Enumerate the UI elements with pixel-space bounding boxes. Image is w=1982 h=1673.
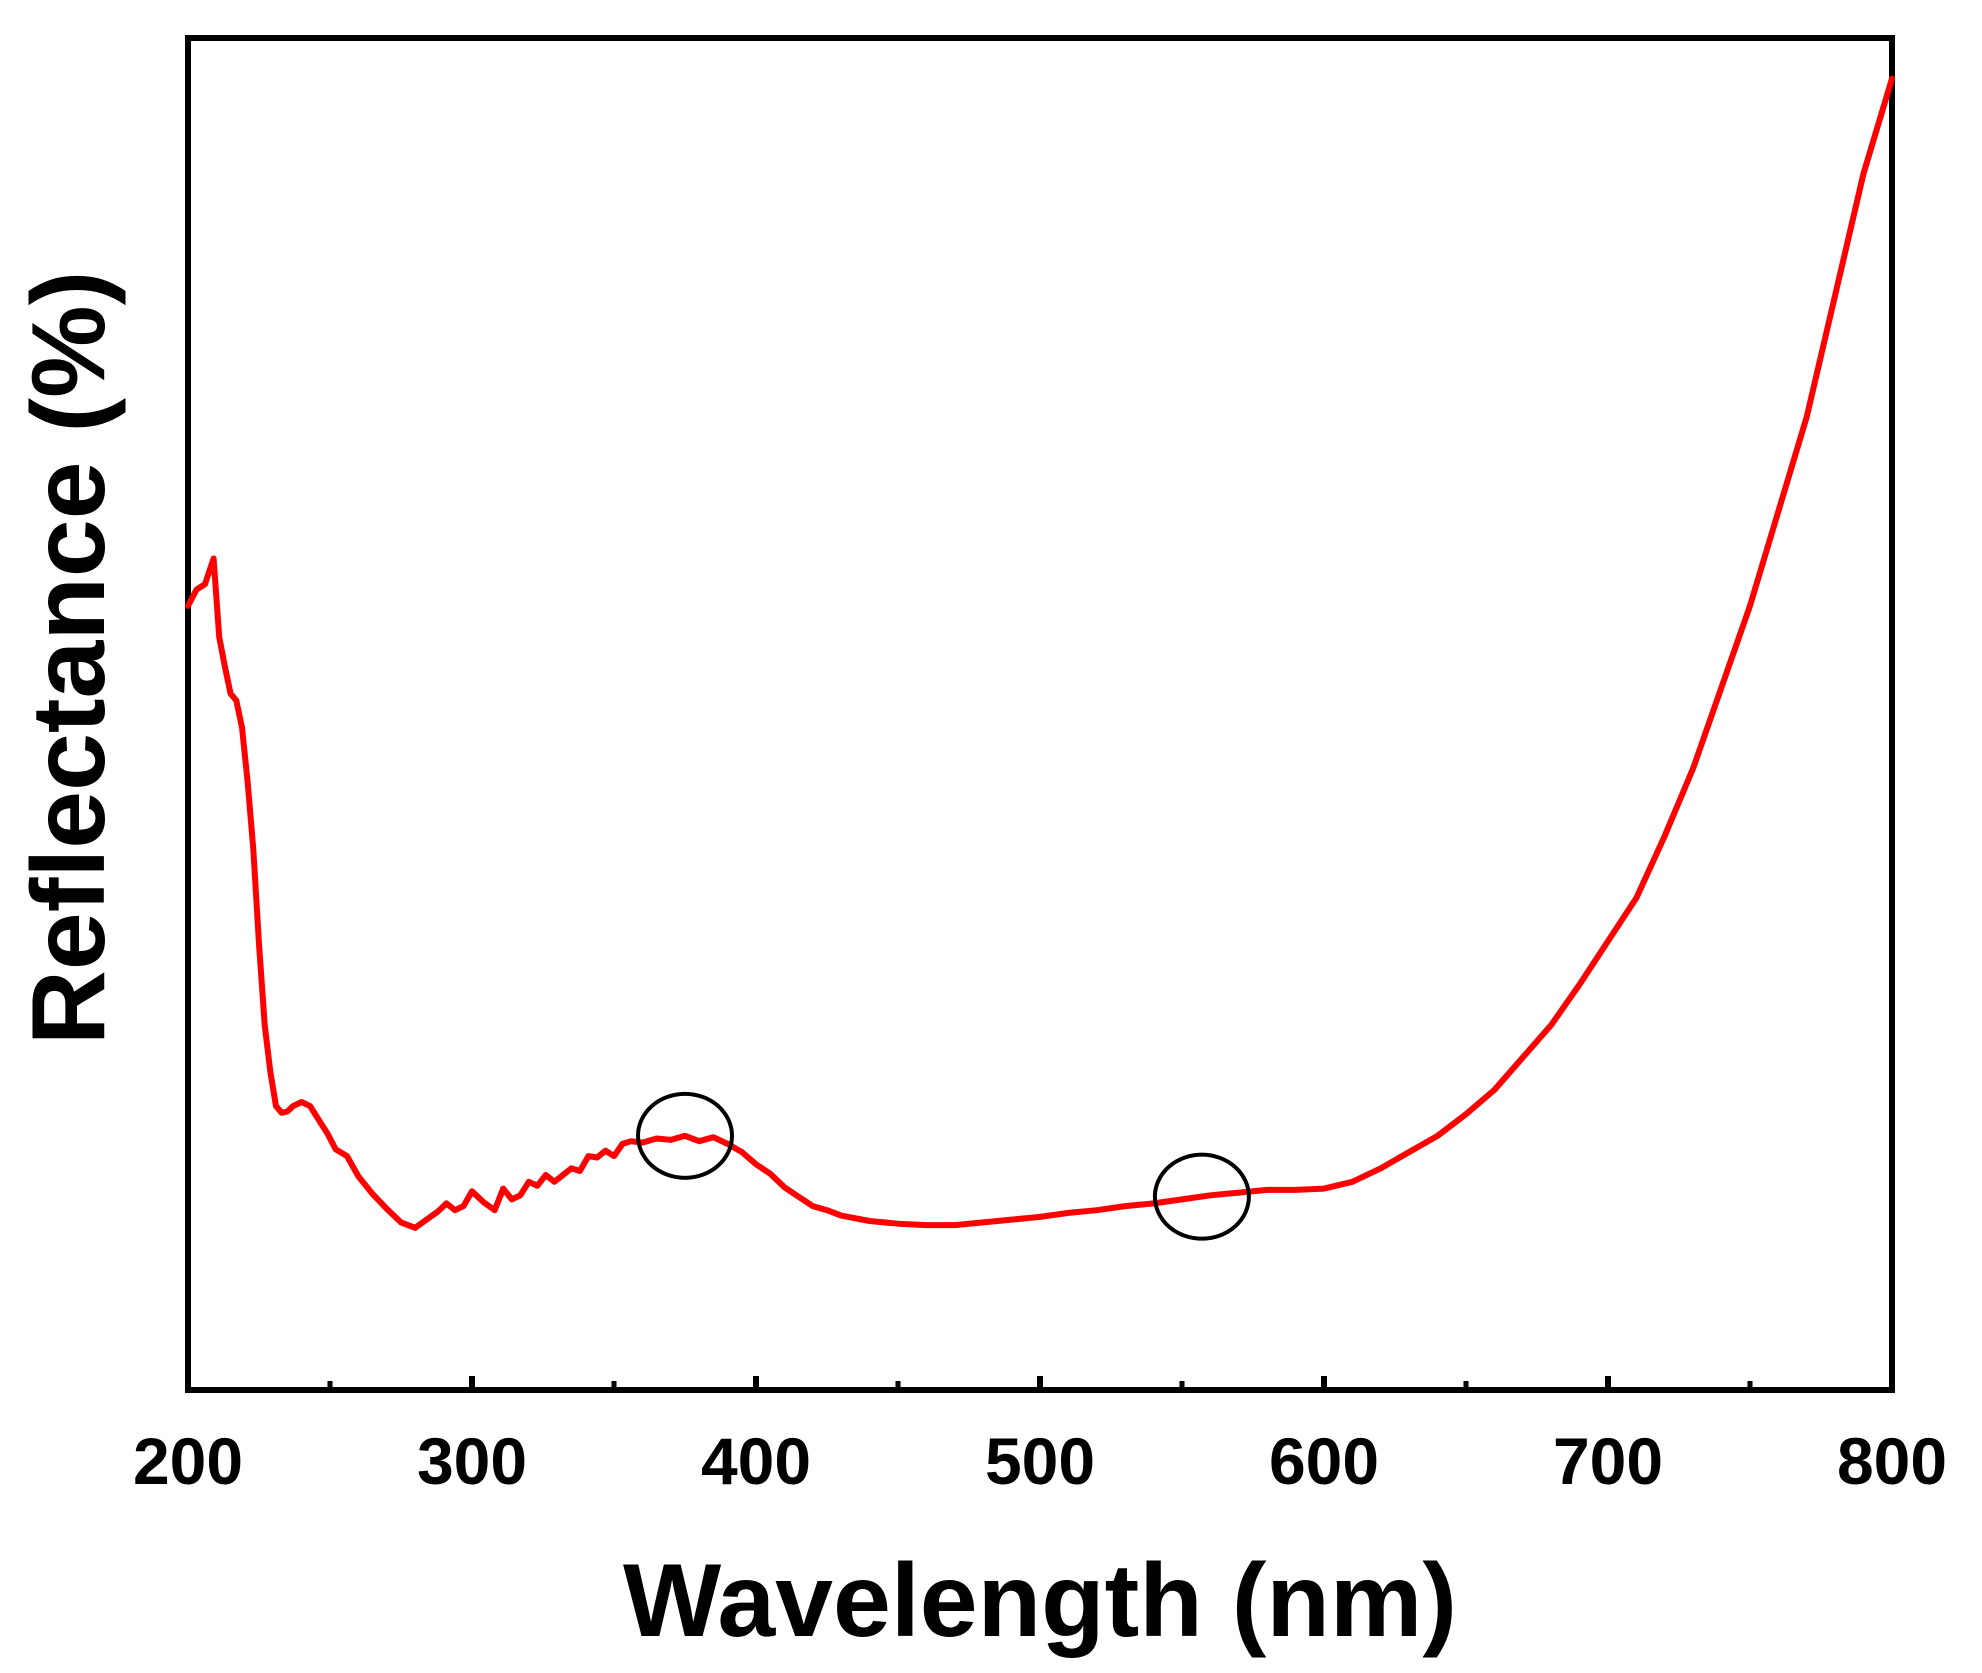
x-tick-label: 800 [1837,1424,1947,1498]
x-tick-label: 700 [1553,1424,1663,1498]
annotation-circle-0 [636,1091,734,1180]
annotation-circle-1 [1152,1152,1251,1241]
series-group [185,75,1895,1231]
y-axis-title: Reflectance (%) [11,271,127,1045]
plot-area: 200 300 400 500 600 700 800 [133,35,1947,1498]
x-axis-title: Wavelength (nm) [623,1543,1457,1659]
x-axis-tick-labels: 200 300 400 500 600 700 800 [133,1424,1947,1498]
x-tick-label: 600 [1269,1424,1379,1498]
annotations [636,1091,1251,1241]
x-tick-label: 500 [985,1424,1095,1498]
x-tick-label: 300 [417,1424,527,1498]
x-tick-label: 200 [133,1424,243,1498]
series-line-0 [185,75,1895,1231]
plot-frame [185,35,1895,1393]
x-tick-label: 400 [701,1424,811,1498]
x-axis-ticks [185,1376,1895,1390]
